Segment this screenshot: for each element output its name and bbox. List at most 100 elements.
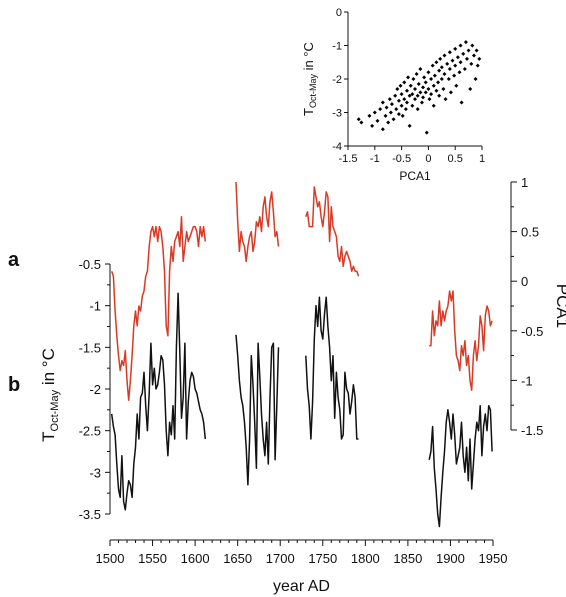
inset-scatter-point — [404, 100, 409, 105]
left-tick-label: -2.5 — [79, 424, 101, 439]
inset-scatter-point — [437, 93, 442, 98]
inset-scatter-point — [406, 75, 411, 80]
x-tick-label: 1700 — [266, 551, 295, 566]
inset-scatter-point — [464, 56, 469, 61]
inset-scatter-point — [473, 77, 478, 81]
inset-scatter-point — [404, 88, 409, 93]
inset-scatter-point — [395, 87, 400, 92]
inset-scatter-point — [389, 102, 394, 107]
inset-scatter-point — [438, 56, 443, 61]
pca1-series-line — [235, 181, 280, 263]
inset-scatter-point — [437, 68, 442, 73]
right-tick-label: -1.5 — [521, 423, 543, 438]
inset-scatter-point — [415, 93, 420, 98]
inset-scatter-point — [408, 83, 413, 88]
inset-scatter-point — [400, 113, 405, 118]
inset-scatter-point — [421, 85, 426, 90]
inset-scatter-point — [429, 77, 434, 81]
inset-scatter-point — [402, 97, 407, 102]
inset-scatter-point — [477, 56, 482, 61]
x-tick-label: 1600 — [181, 551, 210, 566]
inset-scatter-point — [470, 43, 475, 48]
inset-scatter-point — [370, 123, 375, 128]
pca1-series-line — [110, 215, 207, 401]
inset-x-tick-label: -1.5 — [339, 153, 358, 165]
inset-y-tick-label: -4 — [332, 141, 342, 153]
inset-scatter-point — [471, 53, 476, 58]
inset-x-tick-label: -0.5 — [392, 153, 411, 165]
inset-scatter-point — [410, 92, 415, 97]
temperature-series-line — [235, 334, 280, 486]
inset-scatter-point — [419, 100, 424, 105]
inset-scatter-point — [386, 120, 391, 125]
inset-scatter-point — [378, 107, 383, 112]
inset-scatter-point — [414, 71, 419, 76]
inset-scatter-point — [407, 123, 412, 128]
inset-x-axis-title: PCA1 — [399, 169, 431, 183]
left-tick-label: -0.5 — [79, 257, 101, 272]
inset-scatter-point — [463, 40, 468, 45]
inset-scatter-point — [367, 113, 372, 118]
inset-scatter-point — [421, 95, 426, 100]
inset-scatter-point — [380, 100, 385, 105]
inset-scatter-point — [359, 120, 364, 125]
inset-scatter-point — [436, 80, 441, 85]
left-axis-title-sub: Oct-May — [49, 389, 61, 431]
inset-scatter-point — [429, 92, 434, 97]
inset-x-tick-label: -1 — [370, 153, 380, 165]
inset-x-tick-label: 0.5 — [448, 153, 463, 165]
inset-scatter-point — [399, 92, 404, 97]
inset-scatter-point — [410, 103, 415, 108]
inset-scatter-point — [447, 50, 452, 55]
inset-x-tick-label: 1 — [479, 153, 485, 165]
right-tick-label: 1 — [521, 175, 528, 190]
inset-scatter-point — [380, 127, 385, 132]
inset-y-tick-label: -3 — [332, 108, 342, 120]
panel-label-b: b — [8, 374, 20, 396]
inset-scatter-point — [453, 46, 458, 51]
x-tick-label: 1850 — [393, 551, 422, 566]
x-tick-label: 1650 — [223, 551, 252, 566]
inset-scatter-point — [430, 63, 435, 68]
inset-scatter-point — [383, 113, 388, 118]
inset-scatter-point — [445, 61, 450, 66]
inset-scatter-point — [418, 90, 423, 95]
inset-scatter-point — [418, 66, 423, 71]
inset-scatter-point — [458, 60, 463, 65]
inset-scatter-point — [413, 97, 417, 102]
inset-scatter-point — [431, 103, 436, 108]
inset-scatter-point — [466, 48, 471, 53]
left-tick-label: -1.5 — [79, 340, 101, 355]
temperature-series-line — [428, 404, 493, 528]
x-tick-label: 1800 — [351, 551, 380, 566]
x-tick-label: 1550 — [138, 551, 167, 566]
right-tick-label: -1 — [521, 373, 533, 388]
right-axis-title: PCA1 — [553, 284, 566, 328]
inset-scatter-point — [411, 77, 416, 81]
inset-scatter-point — [424, 130, 429, 135]
x-tick-label: 1950 — [479, 551, 508, 566]
pca1-series-line — [305, 186, 360, 277]
inset-scatter-point — [434, 60, 439, 65]
inset-y-axis-title-main: T — [301, 108, 316, 116]
inset-scatter-point — [398, 83, 403, 88]
x-tick-label: 1900 — [436, 551, 465, 566]
inset-scatter-point — [394, 107, 399, 112]
inset-scatter-point — [387, 97, 392, 102]
inset-scatter-point — [426, 87, 431, 92]
inset-scatter-point — [448, 90, 453, 95]
inset-scatter-point — [432, 73, 437, 78]
right-tick-label: 0.5 — [521, 225, 539, 240]
inset-y-tick-label: -1 — [332, 41, 342, 53]
inset-scatter-point — [461, 51, 466, 56]
inset-scatter-point — [442, 53, 447, 58]
inset-scatter-point — [431, 83, 436, 88]
left-tick-label: -3.5 — [79, 507, 101, 522]
x-axis-title: year AD — [273, 578, 330, 595]
inset-scatter-point — [474, 48, 479, 53]
inset-scatter-point — [388, 110, 393, 115]
inset-scatter-point — [454, 83, 459, 88]
panel-label-a: a — [8, 249, 20, 271]
inset-scatter-point — [426, 70, 431, 75]
inset-scatter-point — [468, 87, 473, 92]
